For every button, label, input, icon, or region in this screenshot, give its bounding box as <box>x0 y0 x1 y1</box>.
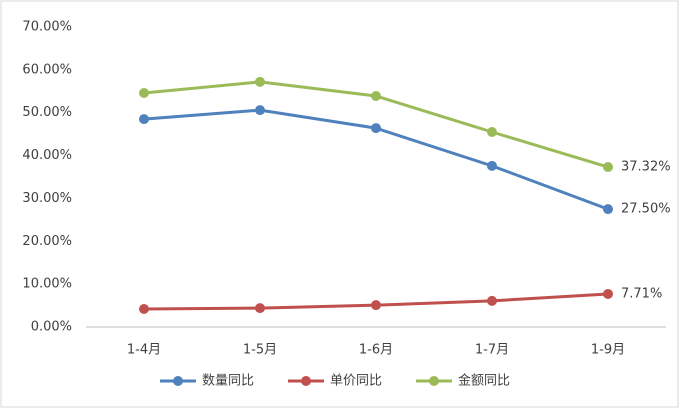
data-point <box>255 303 265 314</box>
x-tick-label: 1-4月 <box>127 343 161 358</box>
data-point <box>603 204 613 215</box>
legend-marker <box>173 376 183 386</box>
y-tick-label: 60.00% <box>22 62 72 77</box>
legend-label: 金额同比 <box>458 373 510 389</box>
y-tick-label: 10.00% <box>22 277 72 292</box>
y-tick-label: 0.00% <box>31 320 72 335</box>
data-point <box>255 76 265 87</box>
data-label: 27.50% <box>621 202 671 217</box>
y-tick-label: 30.00% <box>22 191 72 206</box>
data-point <box>255 105 265 116</box>
y-tick-label: 40.00% <box>22 148 72 163</box>
data-point <box>487 295 497 306</box>
data-point <box>371 300 381 311</box>
data-point <box>139 114 149 125</box>
data-point <box>371 91 381 101</box>
y-tick-label: 50.00% <box>22 105 72 120</box>
data-point <box>487 127 497 137</box>
legend-marker <box>301 376 311 386</box>
x-tick-label: 1-6月 <box>359 343 393 358</box>
data-point <box>603 288 613 299</box>
data-point <box>487 160 497 171</box>
legend-label: 数量同比 <box>202 374 254 389</box>
data-point <box>371 123 381 134</box>
x-tick-label: 1-7月 <box>475 343 509 358</box>
data-label: 37.32% <box>621 160 671 175</box>
legend-marker <box>429 376 439 386</box>
data-point <box>603 162 613 173</box>
x-tick-label: 1-9月 <box>591 343 625 358</box>
x-tick-label: 1-5月 <box>243 343 277 358</box>
legend-label: 单价同比 <box>330 374 382 389</box>
data-point <box>139 304 149 314</box>
data-point <box>139 88 149 98</box>
y-tick-label: 20.00% <box>22 234 72 249</box>
data-label: 7.71% <box>621 286 662 301</box>
y-tick-label: 70.00% <box>22 20 72 35</box>
